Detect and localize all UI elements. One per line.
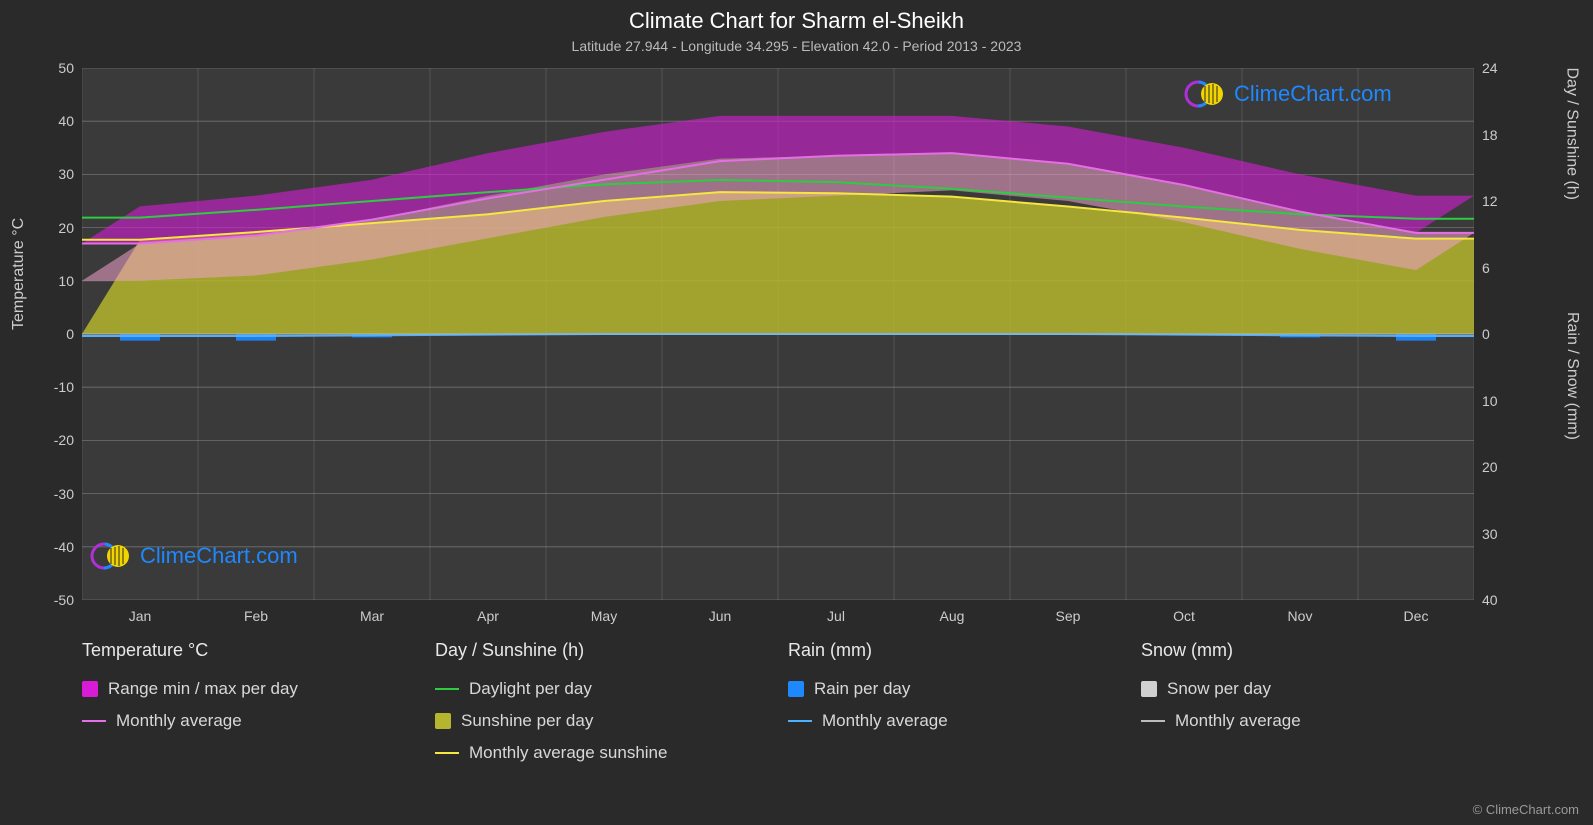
x-tick-month: Apr xyxy=(477,608,499,624)
legend-header: Rain (mm) xyxy=(788,640,1121,661)
legend-item: Monthly average xyxy=(788,711,1121,731)
y-tick-right-mm: 10 xyxy=(1482,393,1498,409)
x-tick-month: Jul xyxy=(827,608,845,624)
y-tick-left: 40 xyxy=(34,113,74,129)
x-tick-month: Feb xyxy=(244,608,268,624)
y-axis-left-label: Temperature °C xyxy=(10,218,28,330)
legend-swatch xyxy=(435,713,451,729)
legend-label: Range min / max per day xyxy=(108,679,298,699)
legend-label: Monthly average xyxy=(822,711,948,731)
y-tick-left: -20 xyxy=(34,432,74,448)
legend-header: Temperature °C xyxy=(82,640,415,661)
y-tick-left: 0 xyxy=(34,326,74,342)
legend-item: Daylight per day xyxy=(435,679,768,699)
y-tick-left: 10 xyxy=(34,273,74,289)
legend-line xyxy=(82,720,106,722)
legend-label: Daylight per day xyxy=(469,679,592,699)
legend-swatch xyxy=(788,681,804,697)
legend: Temperature °C Range min / max per day Mon… xyxy=(82,640,1474,763)
legend-label: Rain per day xyxy=(814,679,910,699)
y-tick-right-hours: 24 xyxy=(1482,60,1498,76)
legend-item: Sunshine per day xyxy=(435,711,768,731)
y-tick-left: -10 xyxy=(34,379,74,395)
x-tick-month: Oct xyxy=(1173,608,1195,624)
climate-chart: Climate Chart for Sharm el-Sheikh Latitu… xyxy=(0,0,1593,825)
x-tick-month: Nov xyxy=(1288,608,1313,624)
legend-line xyxy=(435,688,459,690)
chart-title: Climate Chart for Sharm el-Sheikh xyxy=(0,0,1593,34)
legend-item: Monthly average sunshine xyxy=(435,743,768,763)
y-tick-left: -50 xyxy=(34,592,74,608)
y-tick-right-mm: 20 xyxy=(1482,459,1498,475)
legend-label: Sunshine per day xyxy=(461,711,593,731)
y-tick-right-hours: 18 xyxy=(1482,127,1498,143)
legend-label: Monthly average xyxy=(1175,711,1301,731)
y-axis-right-bottom-label: Rain / Snow (mm) xyxy=(1563,312,1581,440)
chart-subtitle: Latitude 27.944 - Longitude 34.295 - Ele… xyxy=(0,34,1593,54)
legend-label: Monthly average xyxy=(116,711,242,731)
y-tick-left: -40 xyxy=(34,539,74,555)
legend-header: Snow (mm) xyxy=(1141,640,1474,661)
y-axis-right-top-label: Day / Sunshine (h) xyxy=(1563,67,1581,200)
y-tick-left: 30 xyxy=(34,166,74,182)
legend-swatch xyxy=(82,681,98,697)
legend-item: Rain per day xyxy=(788,679,1121,699)
x-tick-month: May xyxy=(591,608,617,624)
legend-line xyxy=(788,720,812,722)
x-tick-month: Sep xyxy=(1056,608,1081,624)
legend-group: Temperature °C Range min / max per day Mon… xyxy=(82,640,415,763)
y-tick-right-hours: 0 xyxy=(1482,326,1490,342)
legend-swatch xyxy=(1141,681,1157,697)
legend-line xyxy=(1141,720,1165,722)
x-tick-month: Jan xyxy=(129,608,152,624)
x-tick-month: Mar xyxy=(360,608,384,624)
legend-line xyxy=(435,752,459,754)
y-tick-left: 20 xyxy=(34,220,74,236)
legend-header: Day / Sunshine (h) xyxy=(435,640,768,661)
plot-area: -50-40-30-20-100102030405006121824102030… xyxy=(82,68,1474,600)
legend-item: Snow per day xyxy=(1141,679,1474,699)
y-tick-right-mm: 30 xyxy=(1482,526,1498,542)
legend-group: Rain (mm) Rain per day Monthly average xyxy=(788,640,1121,763)
y-tick-right-hours: 6 xyxy=(1482,260,1490,276)
legend-group: Day / Sunshine (h) Daylight per day Sunshi… xyxy=(435,640,768,763)
legend-item: Monthly average xyxy=(82,711,415,731)
chart-svg xyxy=(82,68,1474,600)
y-tick-right-mm: 40 xyxy=(1482,592,1498,608)
y-tick-left: -30 xyxy=(34,486,74,502)
legend-label: Snow per day xyxy=(1167,679,1271,699)
y-tick-left: 50 xyxy=(34,60,74,76)
legend-label: Monthly average sunshine xyxy=(469,743,667,763)
x-tick-month: Jun xyxy=(709,608,732,624)
legend-item: Monthly average xyxy=(1141,711,1474,731)
x-tick-month: Aug xyxy=(940,608,965,624)
copyright-text: © ClimeChart.com xyxy=(1473,802,1579,817)
x-tick-month: Dec xyxy=(1404,608,1429,624)
legend-item: Range min / max per day xyxy=(82,679,415,699)
y-tick-right-hours: 12 xyxy=(1482,193,1498,209)
legend-group: Snow (mm) Snow per day Monthly average xyxy=(1141,640,1474,763)
